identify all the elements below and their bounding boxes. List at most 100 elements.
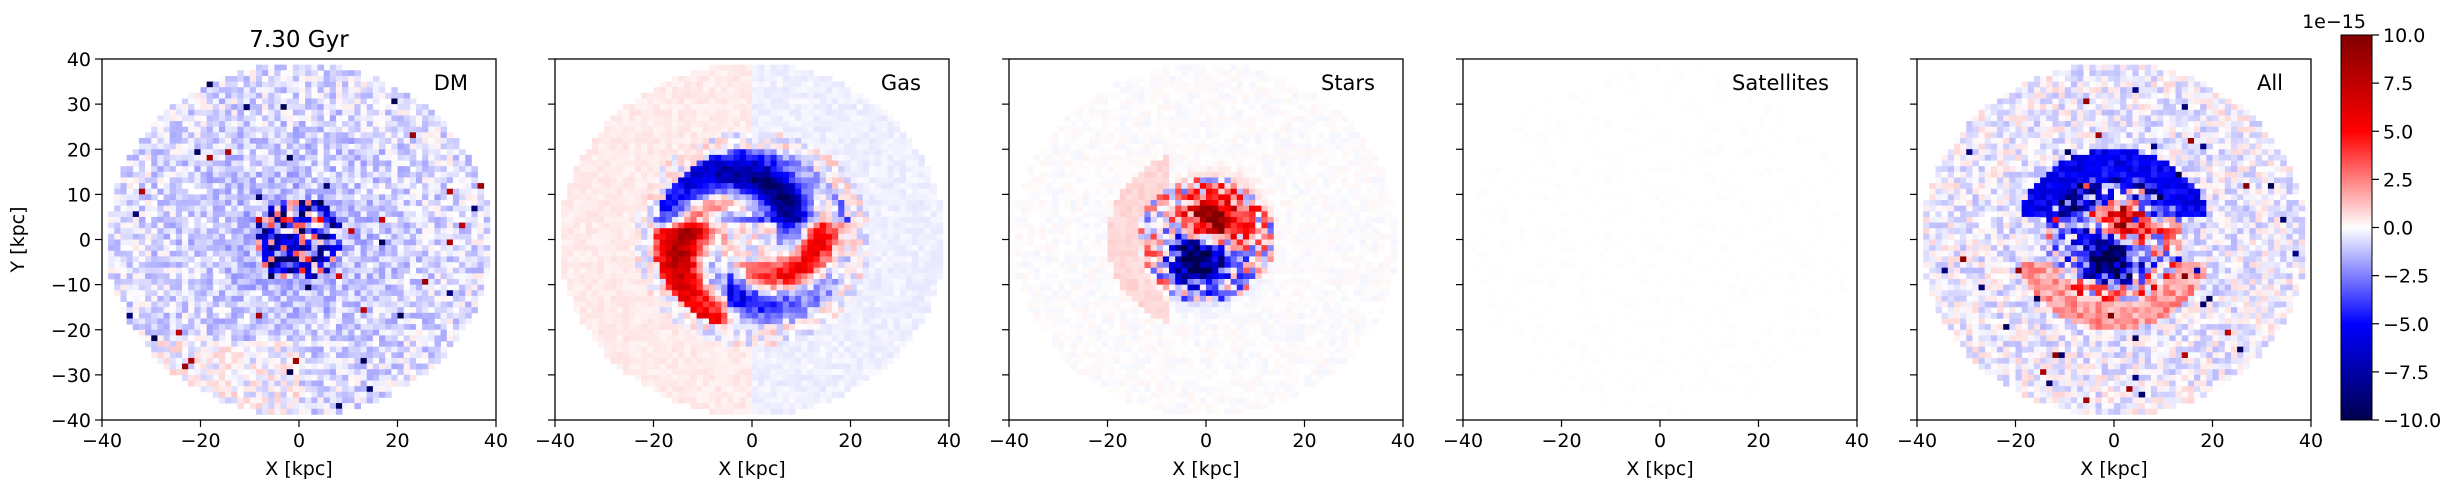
heatmap-cell [323,104,331,111]
heatmap-cell [335,397,343,404]
heatmap-cell [212,211,220,218]
heatmap-cell [354,295,361,302]
heatmap-cell [440,211,448,218]
heatmap-cell [721,228,728,235]
heatmap-cell [372,250,380,257]
heatmap-cell [317,92,325,99]
heatmap-cell [138,239,146,246]
heatmap-cell [145,239,152,246]
heatmap-cell [360,171,368,178]
heatmap-cell [329,403,337,410]
heatmap-cell [237,211,244,218]
heatmap-cell [206,149,214,156]
heatmap-cell [218,81,226,88]
heatmap-cell [360,98,368,105]
heatmap-cell [428,183,435,190]
heatmap-cell [788,121,796,128]
heatmap-cell [598,211,605,218]
heatmap-cell [579,166,587,173]
heatmap-cell [893,160,901,167]
heatmap-cell [795,98,802,105]
heatmap-cell [875,194,882,201]
heatmap-cell [145,143,152,150]
heatmap-cell [752,64,759,71]
heatmap-cell [764,166,771,173]
heatmap-cell [194,205,201,212]
heatmap-cell [311,262,318,269]
heatmap-cell [335,284,343,291]
heatmap-cell [671,104,679,111]
heatmap-cell [323,307,331,314]
heatmap-cell [862,160,870,167]
heatmap-cell [428,222,435,229]
heatmap-cell [379,307,386,314]
heatmap-cell [671,188,679,195]
heatmap-cell [138,262,146,269]
heatmap-cell [727,166,734,173]
heatmap-cell [218,352,226,359]
heatmap-cell [243,352,251,359]
heatmap-cell [237,205,244,212]
heatmap-cell [875,250,882,257]
heatmap-cell [348,75,355,82]
heatmap-cell [690,92,697,99]
heatmap-cell [274,132,281,139]
heatmap-cell [151,143,158,150]
heatmap-cell [696,256,704,263]
heatmap-cell [397,250,405,257]
heatmap-cell [696,149,704,156]
heatmap-cell [477,205,485,212]
heatmap-cell [145,318,152,325]
heatmap-cell [446,312,454,319]
heatmap-cell [249,403,257,410]
heatmap-cell [727,64,734,71]
heatmap-cell [200,166,208,173]
heatmap-cell [422,205,429,212]
heatmap-cell [169,307,177,314]
heatmap-cell [776,250,784,257]
heatmap-cell [262,312,269,319]
heatmap-cell [182,171,189,178]
heatmap-cell [126,171,134,178]
heatmap-cell [385,222,392,229]
heatmap-cell [776,137,784,145]
heatmap-cell [678,205,685,212]
heatmap-cell [838,177,845,184]
heatmap-cell [292,324,300,331]
heatmap-cell [188,295,195,302]
heatmap-cell [635,121,642,128]
heatmap-cell [610,262,617,269]
heatmap-cell [721,143,728,150]
heatmap-cell [788,205,796,212]
heatmap-cell [348,200,355,207]
heatmap-cell [268,233,275,240]
heatmap-cell [348,188,355,195]
heatmap-cell [311,154,318,161]
heatmap-cell [598,194,605,201]
heatmap-cell [268,104,275,111]
heatmap-cell [585,222,593,229]
heatmap-cell [635,228,642,235]
heatmap-cell [758,104,765,111]
heatmap-cell [305,183,312,190]
heatmap-cell [868,250,876,257]
heatmap-cell [317,194,325,201]
heatmap-cell [397,92,405,99]
heatmap-cell [832,154,839,161]
heatmap-cell [317,188,325,195]
heatmap-cell [163,273,171,280]
heatmap-cell [243,267,251,274]
heatmap-cell [678,109,685,116]
heatmap-cell [175,335,183,342]
heatmap-cell [243,335,251,342]
heatmap-cell [770,75,778,82]
heatmap-cell [684,171,691,178]
heatmap-cell [262,177,269,184]
heatmap-cell [428,121,435,128]
heatmap-cell [262,132,269,139]
heatmap-cell [206,171,214,178]
heatmap-cell [335,341,343,348]
heatmap-cell [292,70,300,77]
heatmap-cell [194,318,201,325]
heatmap-cell [151,132,158,139]
